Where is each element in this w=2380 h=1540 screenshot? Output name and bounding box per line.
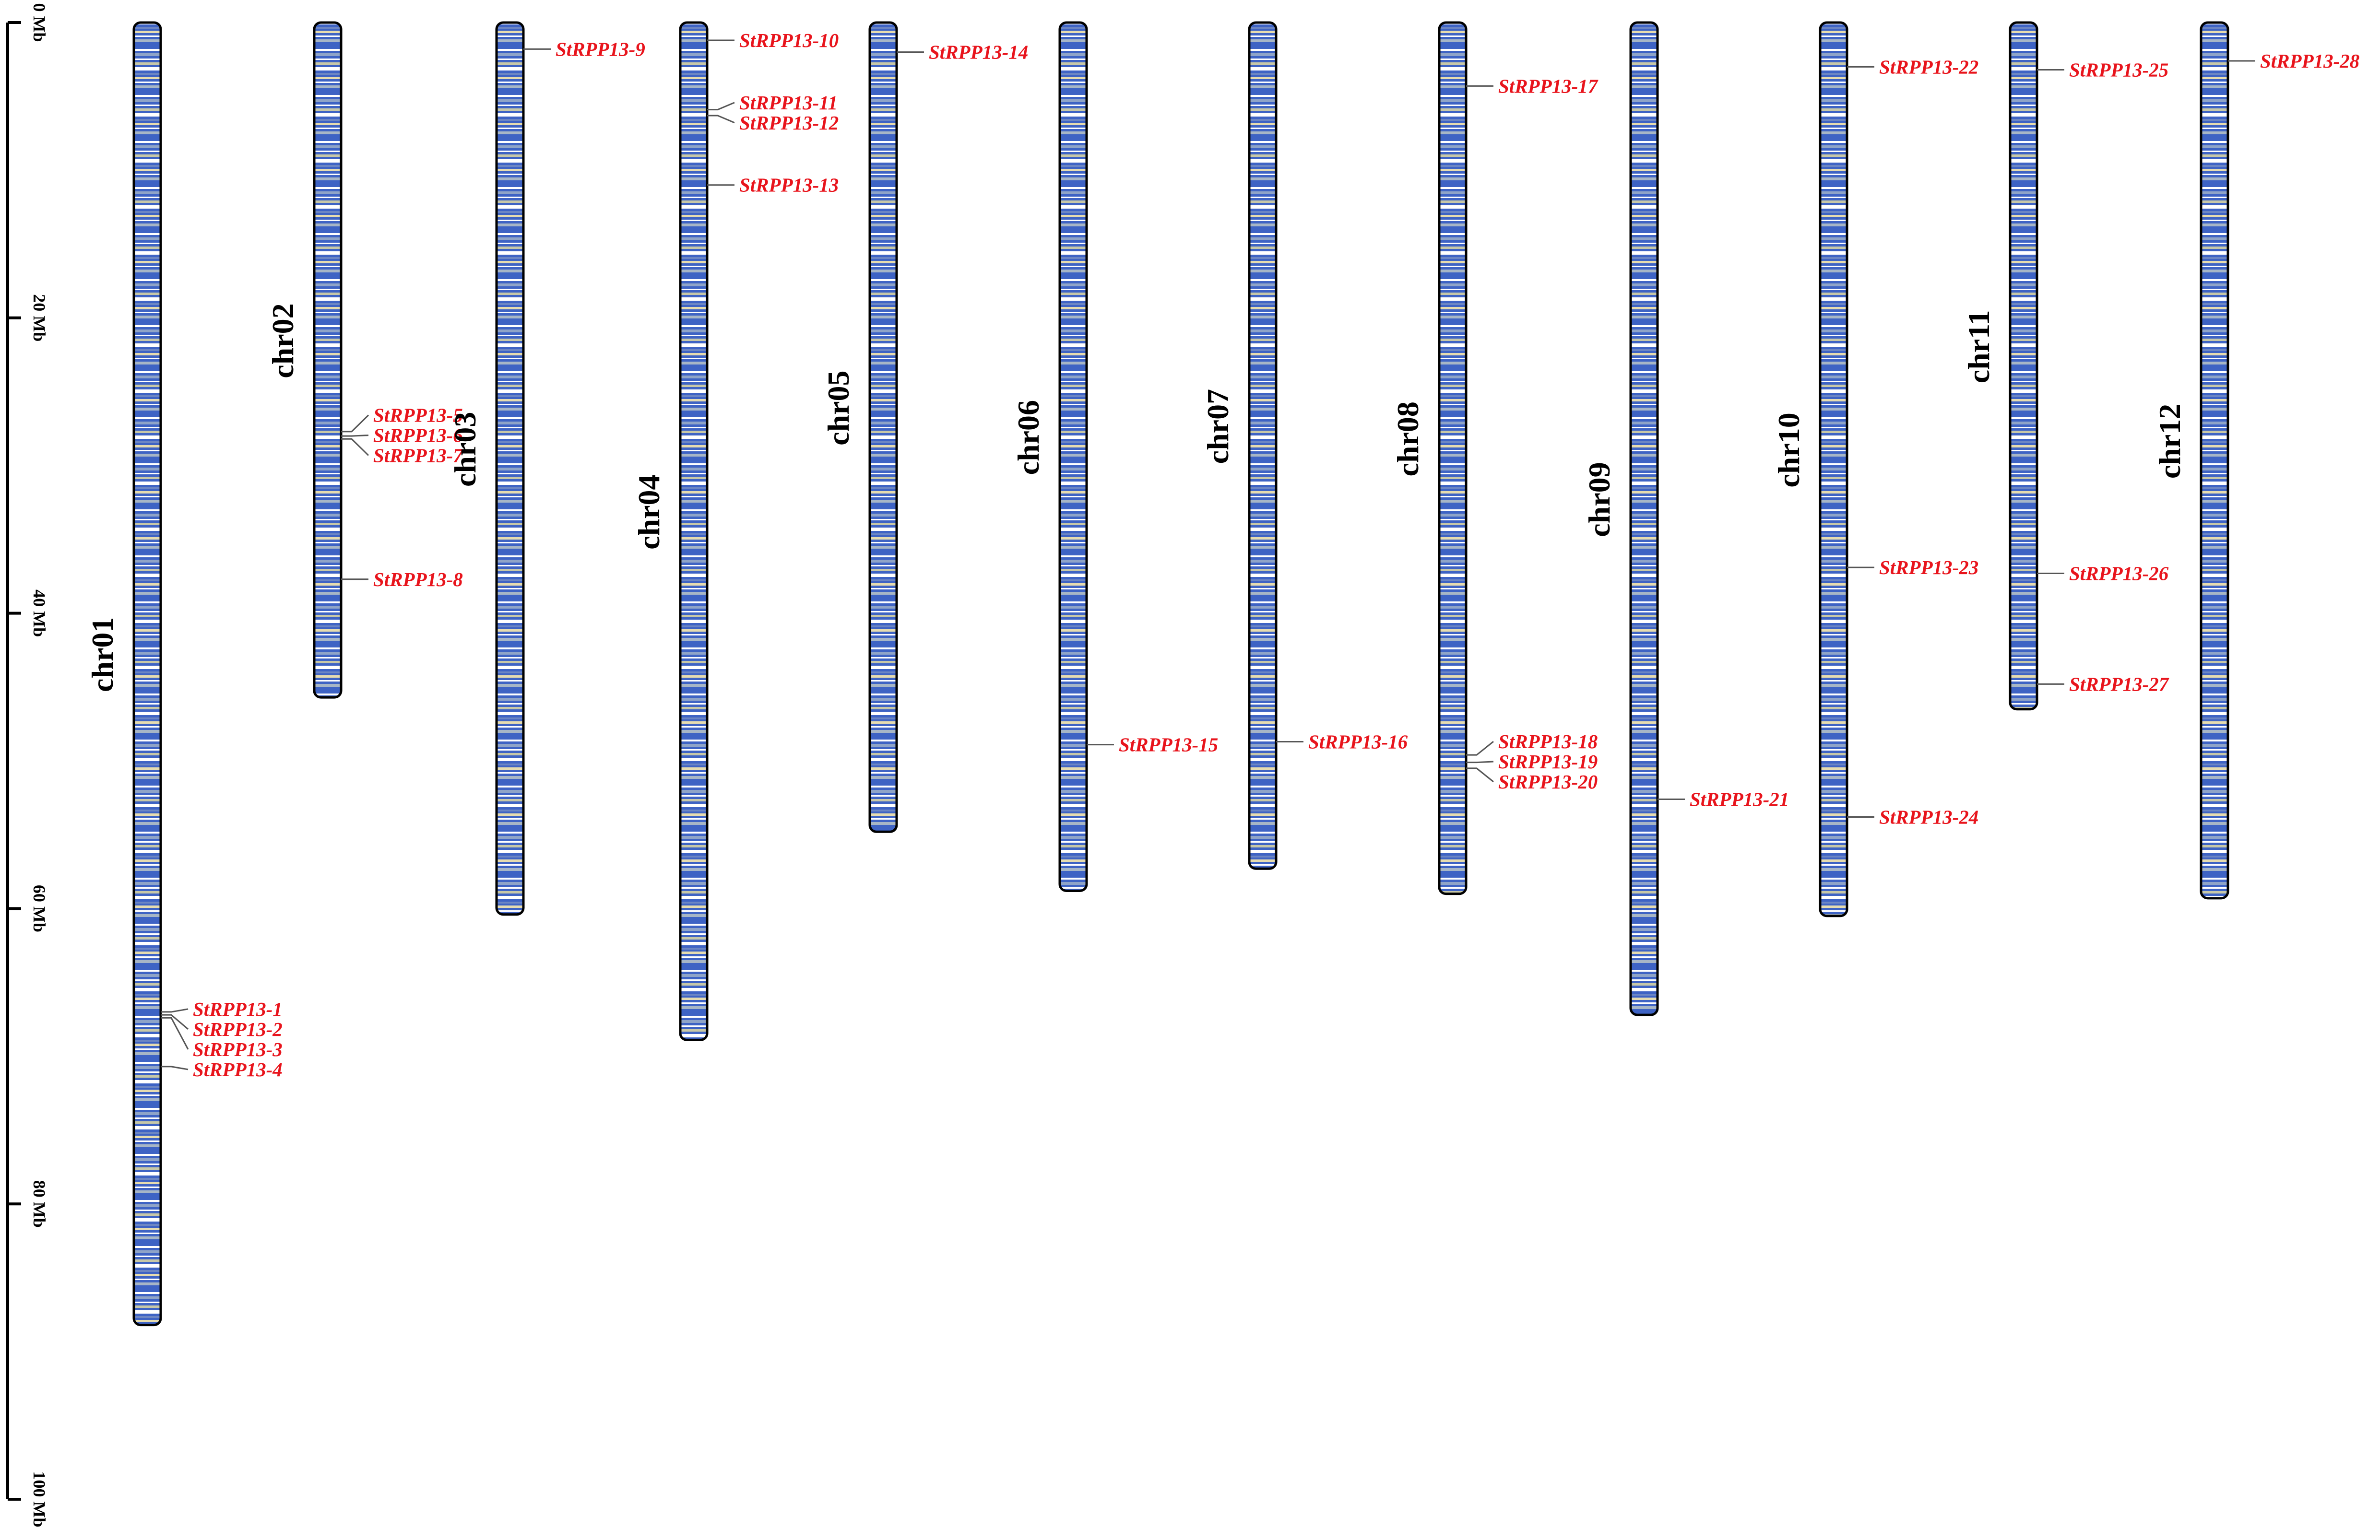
gene-label: StRPP13-3 — [193, 1038, 283, 1060]
gene-label: StRPP13-21 — [1690, 788, 1789, 811]
gene-label: StRPP13-1 — [193, 998, 283, 1020]
gene-label: StRPP13-16 — [1308, 730, 1408, 752]
chromosome — [679, 21, 709, 1041]
chromosome — [1058, 21, 1088, 892]
y-tick-label: 100 Mb — [30, 1471, 49, 1528]
gene-label: StRPP13-7 — [373, 445, 463, 467]
chromosome — [313, 21, 343, 699]
chromosome-label: chr09 — [1582, 462, 1616, 537]
gene-label: StRPP13-10 — [739, 29, 839, 51]
gene-marker — [707, 115, 735, 124]
gene-label: StRPP13-13 — [739, 174, 839, 196]
gene-marker — [161, 1066, 189, 1070]
gene-marker — [161, 1008, 189, 1013]
gene-label: StRPP13-25 — [2069, 59, 2168, 81]
chromosome-label: chr11 — [1962, 310, 1996, 383]
chromosome-label: chr12 — [2153, 404, 2187, 479]
gene-marker — [161, 1017, 189, 1050]
chromosome — [1819, 21, 1848, 917]
gene-label: StRPP13-28 — [2260, 50, 2359, 72]
gene-label: StRPP13-4 — [193, 1058, 283, 1081]
chromosome-label: chr07 — [1201, 389, 1235, 464]
chromosome-label: chr10 — [1772, 412, 1806, 487]
gene-marker — [1466, 767, 1494, 783]
y-tick-label: 0 Mb — [30, 3, 49, 42]
gene-marker — [1466, 741, 1494, 756]
gene-label: StRPP13-12 — [739, 112, 839, 134]
gene-label: StRPP13-15 — [1119, 734, 1218, 756]
gene-marker — [341, 435, 369, 437]
gene-label: StRPP13-8 — [373, 568, 463, 590]
chromosome — [1248, 21, 1278, 870]
y-tick-label: 20 Mb — [30, 294, 49, 341]
y-tick-label: 60 Mb — [30, 885, 49, 932]
chromosome — [1629, 21, 1659, 1016]
gene-label: StRPP13-5 — [373, 404, 463, 426]
chromosome — [132, 21, 162, 1327]
chromosome-label: chr03 — [448, 412, 482, 487]
chromosome — [2200, 21, 2229, 900]
chromosome-label: chr01 — [85, 617, 119, 692]
gene-label: StRPP13-27 — [2069, 673, 2169, 695]
chromosome-label: chr06 — [1011, 400, 1045, 475]
gene-label: StRPP13-17 — [1498, 75, 1599, 97]
chromosome — [2009, 21, 2038, 711]
gene-label: StRPP13-19 — [1498, 751, 1598, 773]
gene-label: StRPP13-18 — [1498, 730, 1598, 752]
gene-label: StRPP13-14 — [929, 41, 1028, 63]
chromosome-label: chr02 — [266, 303, 300, 378]
gene-label: StRPP13-22 — [1879, 56, 1978, 78]
gene-marker — [161, 1014, 189, 1030]
gene-label: StRPP13-2 — [193, 1018, 283, 1040]
gene-marker — [341, 438, 369, 456]
y-tick-label: 80 Mb — [30, 1180, 49, 1228]
chromosome-label: chr08 — [1391, 401, 1425, 476]
gene-label: StRPP13-9 — [556, 38, 645, 60]
gene-label: StRPP13-11 — [739, 92, 838, 114]
chromosome — [1438, 21, 1468, 895]
chromosome — [868, 21, 898, 833]
gene-marker — [341, 414, 369, 433]
chromosome — [495, 21, 525, 916]
gene-label: StRPP13-26 — [2069, 562, 2169, 584]
chromosome-label: chr04 — [632, 475, 666, 550]
gene-marker — [707, 102, 735, 111]
y-tick-label: 40 Mb — [30, 589, 49, 637]
chromosome-label: chr05 — [821, 370, 855, 445]
gene-label: StRPP13-20 — [1498, 771, 1598, 793]
gene-label: StRPP13-6 — [373, 424, 463, 447]
gene-marker — [1466, 761, 1494, 764]
gene-label: StRPP13-24 — [1879, 806, 1978, 828]
gene-label: StRPP13-23 — [1879, 556, 1978, 578]
